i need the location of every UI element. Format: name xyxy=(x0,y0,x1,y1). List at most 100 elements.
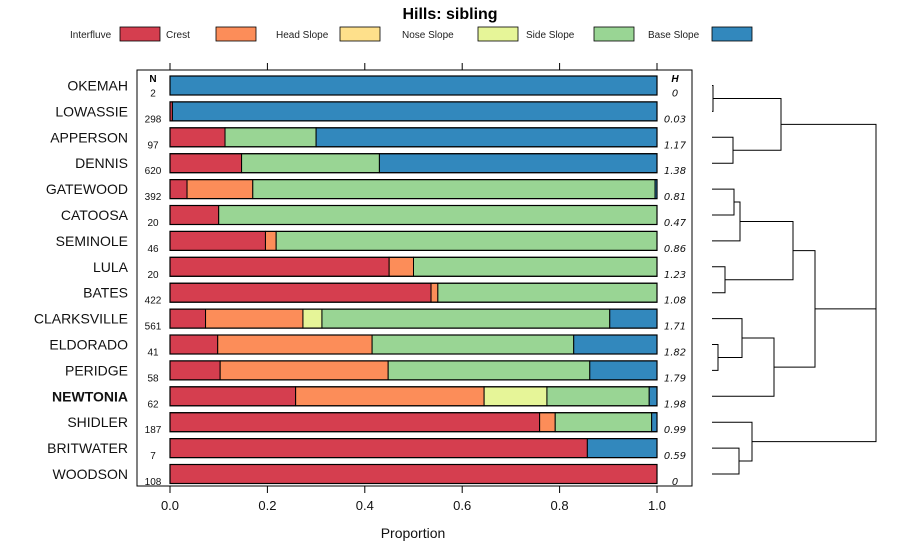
bar-segment-crest xyxy=(295,386,485,407)
bar-outline xyxy=(169,334,658,355)
bar-outline xyxy=(169,386,658,407)
legend-swatch-head-slope xyxy=(339,26,381,42)
row-newtonia: NEWTONIA 62 1.98 xyxy=(52,386,686,410)
bar-segment-interfluve xyxy=(169,256,390,277)
dendrogram-link xyxy=(712,136,734,164)
legend-swatch-nose-slope xyxy=(477,26,519,42)
h-value: 0.03 xyxy=(664,114,686,125)
dendrogram-link xyxy=(774,250,816,368)
row-eldorado: ELDORADO 41 1.82 xyxy=(49,334,686,359)
bar-segment-side-slope xyxy=(241,153,380,174)
bar-outline xyxy=(169,256,658,277)
dendrogram-link xyxy=(712,266,726,294)
x-tick-label: 0.2 xyxy=(258,498,276,513)
legend-swatch-interfluve xyxy=(119,26,161,42)
bar-segment-crest xyxy=(388,256,414,277)
bar-segment-side-slope xyxy=(371,334,575,355)
bar-segment-side-slope xyxy=(224,127,317,148)
x-tick-label: 0.6 xyxy=(453,498,471,513)
n-count: 20 xyxy=(147,270,159,281)
bar-outline xyxy=(169,127,658,148)
row-bates: BATES 422 1.08 xyxy=(83,282,686,307)
bar-segment-side-slope xyxy=(252,179,656,200)
row-peridge: PERIDGE 58 1.79 xyxy=(65,360,686,384)
bar-outline xyxy=(169,360,658,381)
bar-segment-interfluve xyxy=(169,308,207,329)
dendrogram-link xyxy=(712,188,735,216)
bar-segment-side-slope xyxy=(413,256,658,277)
x-tick-label: 1.0 xyxy=(648,498,666,513)
legend-label-nose-slope: Nose Slope xyxy=(402,30,454,41)
n-count: 2 xyxy=(150,89,156,100)
legend-label-head-slope: Head Slope xyxy=(276,30,329,41)
legend: Interfluve Crest Head Slope Nose Slope Side … xyxy=(70,26,753,42)
legend-label-base-slope: Base Slope xyxy=(648,30,700,41)
n-count: 108 xyxy=(145,477,162,488)
bar-segment-side-slope xyxy=(321,308,611,329)
dendrogram-link xyxy=(752,216,877,443)
bar-segment-crest xyxy=(539,412,556,433)
bar-segment-interfluve xyxy=(169,438,588,459)
n-count: 187 xyxy=(145,425,162,436)
plot-frame xyxy=(136,69,693,487)
dendrogram-link xyxy=(712,318,743,358)
dendrogram xyxy=(712,85,877,475)
bar-segment-crest xyxy=(430,282,439,303)
legend-swatch-base-slope xyxy=(711,26,753,42)
soil-label: NEWTONIA xyxy=(52,388,128,404)
bar-segment-side-slope xyxy=(218,205,658,225)
bar-segment-base-slope xyxy=(609,308,658,329)
soil-label: OKEMAH xyxy=(67,78,128,94)
bar-segment-interfluve xyxy=(169,230,266,251)
h-value: 0.59 xyxy=(664,451,686,462)
n-count: 97 xyxy=(147,140,159,151)
soil-label: CLARKSVILLE xyxy=(34,311,128,327)
bar-outline xyxy=(169,75,658,96)
h-value: 1.17 xyxy=(664,140,687,151)
h-value: 1.82 xyxy=(664,348,686,359)
bar-segment-side-slope xyxy=(387,360,591,381)
bar-segment-base-slope xyxy=(589,360,658,381)
n-header: N xyxy=(149,74,156,85)
bar-segment-crest xyxy=(217,334,373,355)
soil-label: BRITWATER xyxy=(47,440,128,456)
bar-segment-crest xyxy=(264,230,277,251)
h-value: 1.23 xyxy=(664,270,686,281)
bar-segment-side-slope xyxy=(546,386,650,407)
soil-label: BATES xyxy=(83,285,128,301)
x-axis: 0.0 0.2 0.4 0.6 0.8 1.0 xyxy=(161,63,666,513)
n-count: 7 xyxy=(150,451,156,462)
bar-segment-nose-slope xyxy=(483,386,548,407)
h-value: 0.81 xyxy=(664,192,686,203)
h-value: 1.08 xyxy=(664,296,686,307)
n-count: 62 xyxy=(147,399,159,410)
row-okemah: OKEMAH 2 0 xyxy=(67,75,678,100)
bar-segment-interfluve xyxy=(169,205,220,225)
x-tick-label: 0.4 xyxy=(356,498,374,513)
dendrogram-link xyxy=(781,123,877,310)
row-clarksville: CLARKSVILLE 561 1.71 xyxy=(34,308,686,333)
dendrogram-link xyxy=(712,421,753,462)
n-count: 561 xyxy=(145,322,162,333)
h-value: 1.79 xyxy=(664,373,686,384)
n-count: 58 xyxy=(147,373,159,384)
bar-segment-interfluve xyxy=(169,179,188,200)
bar-segment-base-slope xyxy=(648,386,658,407)
bar-outline xyxy=(169,204,658,226)
soil-label: WOODSON xyxy=(53,466,128,482)
n-count: 620 xyxy=(145,166,162,177)
bar-outline xyxy=(169,438,658,459)
bar-outline xyxy=(169,412,658,433)
dendrogram-link xyxy=(712,447,740,475)
soil-label: APPERSON xyxy=(50,129,128,145)
bar-segment-base-slope xyxy=(378,153,658,174)
soil-label: SEMINOLE xyxy=(56,233,128,249)
soil-label: CATOOSA xyxy=(61,207,129,223)
h-value: 0 xyxy=(672,89,678,100)
bar-outline xyxy=(169,230,658,251)
bar-segment-crest xyxy=(219,360,389,381)
row-lula: LULA 20 1.23 xyxy=(93,256,686,281)
row-seminole: SEMINOLE 46 0.86 xyxy=(56,230,686,255)
legend-swatch-crest xyxy=(215,26,257,42)
